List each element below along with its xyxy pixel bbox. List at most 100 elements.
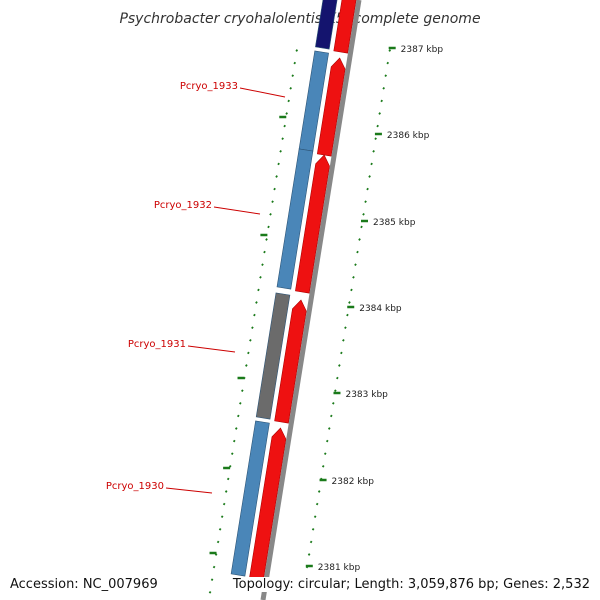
ruler-dot bbox=[210, 578, 214, 582]
ruler-dot bbox=[331, 401, 335, 405]
ruler-dot bbox=[329, 414, 333, 418]
ruler-dot bbox=[212, 565, 216, 569]
gene-segment-pcryo-1932 bbox=[276, 148, 314, 290]
ruler-dot bbox=[216, 540, 220, 544]
ruler-dot bbox=[249, 338, 252, 342]
ruler-dot bbox=[386, 61, 390, 65]
scale-tick-labels: 2387 kbp 2386 kbp 2385 kbp 2384 kbp 2383 kbp… bbox=[318, 45, 444, 573]
ruler-dot bbox=[384, 74, 388, 78]
ruler-dot bbox=[382, 86, 386, 90]
ruler-dot bbox=[263, 250, 266, 254]
ruler-dot bbox=[228, 464, 232, 468]
ruler-dot bbox=[232, 439, 236, 443]
ruler-dot bbox=[327, 427, 331, 430]
ruler-dot bbox=[372, 149, 375, 153]
ruler-dot bbox=[287, 99, 290, 103]
tick-label: 2384 kbp bbox=[359, 304, 402, 314]
ruler-dot bbox=[364, 200, 367, 204]
ruler-dot bbox=[283, 124, 286, 128]
ruler-dot bbox=[238, 401, 242, 405]
ruler-dot bbox=[289, 86, 293, 90]
gene-label: Pcryo_1932 bbox=[154, 200, 212, 211]
ruler-dot bbox=[253, 313, 256, 317]
cds-segment bbox=[295, 154, 330, 294]
ruler-dot bbox=[356, 250, 359, 254]
ruler-dot bbox=[340, 351, 343, 355]
ruler-dot bbox=[222, 502, 226, 506]
ruler-dot bbox=[358, 238, 361, 241]
ruler-dot bbox=[281, 137, 284, 141]
ruler-dot bbox=[265, 238, 268, 241]
tick-label: 2382 kbp bbox=[332, 477, 375, 487]
ruler-dot bbox=[362, 212, 365, 216]
ruler-dot bbox=[321, 464, 325, 468]
backbone bbox=[260, 0, 362, 600]
gene-label-leader bbox=[239, 87, 286, 98]
ruler-dot bbox=[374, 137, 377, 141]
gene-label-leader bbox=[213, 206, 261, 215]
gene-label: Pcryo_1931 bbox=[128, 339, 186, 350]
gene-label: Pcryo_1933 bbox=[180, 81, 238, 92]
ruler-dot bbox=[208, 590, 212, 594]
ruler-dot bbox=[245, 364, 248, 367]
tick-label: 2387 kbp bbox=[401, 45, 444, 55]
ruler-dot bbox=[271, 200, 274, 204]
ruler-dot bbox=[350, 288, 353, 292]
ruler-dot bbox=[354, 263, 357, 267]
ruler-dot bbox=[220, 515, 224, 519]
ruler-dot bbox=[295, 49, 299, 52]
ruler-dot bbox=[334, 389, 337, 393]
ruler-dot bbox=[224, 490, 228, 493]
ruler-dot bbox=[269, 212, 272, 216]
ruler-dot bbox=[230, 452, 234, 456]
ruler-dot bbox=[277, 162, 280, 166]
ruler-dot bbox=[348, 301, 351, 304]
ruler-dot bbox=[368, 175, 371, 178]
ruler-dot bbox=[279, 149, 282, 153]
cds-segment bbox=[274, 299, 307, 424]
ruler-dot bbox=[317, 490, 321, 493]
ruler-dot bbox=[346, 313, 349, 317]
ruler-dot bbox=[380, 99, 383, 103]
gene-label: Pcryo_1930 bbox=[106, 481, 164, 492]
ruler-dot bbox=[261, 263, 264, 267]
accession-text: Accession: NC_007969 bbox=[10, 577, 162, 592]
ruler-dot bbox=[259, 275, 262, 279]
scale-ticks bbox=[208, 46, 396, 594]
ruler-dot bbox=[234, 427, 238, 430]
gene-segment-top bbox=[315, 0, 338, 50]
gene-track bbox=[230, 0, 338, 577]
ruler-dot bbox=[275, 175, 278, 178]
ruler-dot bbox=[352, 275, 355, 279]
ruler-dot bbox=[325, 439, 329, 443]
tick-label: 2381 kbp bbox=[318, 563, 361, 573]
ruler-dot bbox=[257, 288, 260, 292]
gene-label-leader bbox=[187, 345, 236, 353]
gene-segment-pcryo-1931 bbox=[255, 292, 291, 420]
ruler-dot bbox=[311, 527, 315, 531]
ruler-dot bbox=[218, 527, 222, 531]
ruler-dot bbox=[247, 351, 250, 355]
ruler-dot bbox=[315, 502, 319, 506]
ruler-dot bbox=[293, 61, 297, 65]
ruler-dot bbox=[313, 515, 317, 519]
gene-labels: Pcryo_1933 Pcryo_1932 Pcryo_1931 Pcryo_1930 bbox=[106, 81, 286, 494]
ruler-dot bbox=[323, 452, 327, 456]
ruler-dot bbox=[241, 389, 244, 393]
ruler-dot bbox=[285, 112, 288, 115]
ruler-dot bbox=[236, 414, 240, 418]
ruler-dot bbox=[307, 553, 311, 556]
ruler-dot bbox=[342, 338, 345, 342]
ruler-dot bbox=[336, 376, 339, 380]
ruler-dot bbox=[338, 364, 341, 367]
ruler-dot bbox=[370, 162, 373, 166]
ruler-dot bbox=[273, 187, 276, 191]
genome-title: Psychrobacter cryohalolentis K5, complet… bbox=[119, 11, 480, 27]
tick-label: 2383 kbp bbox=[345, 390, 388, 400]
ruler-dot bbox=[309, 540, 313, 544]
gene-label-leader bbox=[165, 487, 213, 494]
ruler-dot bbox=[344, 326, 347, 330]
ruler-dot bbox=[376, 124, 379, 128]
tick-label: 2385 kbp bbox=[373, 218, 416, 228]
